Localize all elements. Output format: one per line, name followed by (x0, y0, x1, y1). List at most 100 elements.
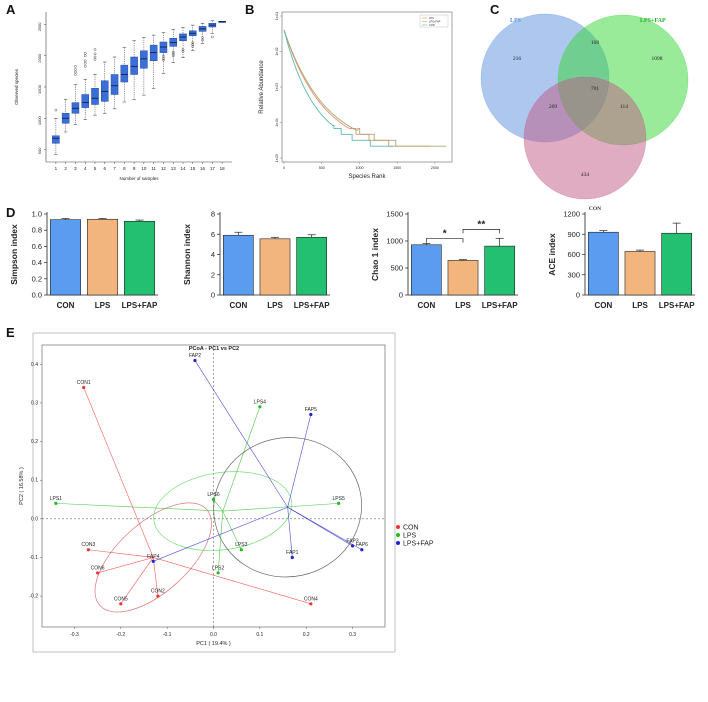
a-x-tick-label: 6 (104, 166, 107, 171)
e-spider-line (88, 549, 154, 558)
e-y-tick-label: 0.2 (31, 439, 38, 445)
a-box (52, 135, 60, 144)
a-outlier (201, 36, 204, 39)
d-x-tick-label: LPS (95, 301, 111, 310)
b-x-tick-label: 500 (319, 166, 325, 170)
e-sample-point (360, 548, 364, 552)
c-set-label: LPS (510, 18, 522, 24)
d-y-tick-label: 0.6 (32, 242, 42, 251)
e-sample-point (54, 501, 58, 505)
d-y-tick-label: 300 (567, 270, 580, 279)
a-outlier (162, 54, 165, 58)
d-y-tick-label: 4 (211, 250, 215, 259)
b-y-tick-label: 1e-01 (275, 12, 279, 20)
b-y-axis-label: Relative Abundance (259, 60, 265, 114)
a-outlier (74, 65, 77, 68)
a-x-tick-label: 11 (151, 166, 156, 171)
b-y-tick-label: 1e-02 (275, 47, 279, 55)
e-sample-label: FAP6 (356, 542, 368, 548)
panel-label-b: B (245, 2, 255, 17)
d-bar (87, 218, 118, 296)
e-legend-marker (396, 533, 400, 537)
d-significance-mark: * (443, 229, 447, 240)
e-spider-line (83, 387, 154, 558)
e-spider-line (287, 506, 362, 551)
d-significance-mark: ** (477, 219, 485, 230)
e-sample-label: LPS2 (212, 565, 224, 571)
e-spider-line (222, 510, 242, 550)
a-outlier (181, 48, 185, 51)
b-series-line (283, 30, 394, 147)
d-y-tick-label: 0 (399, 291, 403, 300)
e-legend-marker (396, 541, 400, 545)
panel-label-a: A (6, 2, 16, 17)
a-x-tick-label: 8 (123, 166, 126, 171)
c-region-count: 269 (549, 104, 558, 110)
e-sample-point (86, 548, 90, 552)
d-significance-bracket (425, 238, 464, 243)
a-box (130, 56, 138, 75)
e-legend-label: CON (403, 525, 419, 532)
e-spider-line (153, 557, 311, 605)
e-title: PCoA - PC1 vs PC2 (189, 346, 239, 352)
d-bar (587, 231, 619, 296)
a-y-tick-label: 1000 (37, 115, 42, 125)
d-x-tick-label: CON (417, 301, 435, 310)
e-x-tick-label: -0.1 (163, 632, 172, 638)
e-spider-line (222, 406, 261, 512)
d-bar (223, 234, 254, 296)
a-outlier (83, 59, 87, 63)
a-outlier (54, 108, 58, 112)
a-outlier (83, 65, 87, 68)
e-sample-point (156, 594, 160, 598)
e-confidence-ellipse (153, 471, 293, 551)
e-spider-line (194, 360, 288, 508)
d-x-tick-label: LPS (455, 301, 471, 310)
e-sample-label: LPS6 (207, 492, 219, 498)
d-y-axis-label: Simpson index (9, 224, 19, 285)
d-y-axis-label: Shannon index (182, 224, 192, 285)
e-sample-label: CON3 (81, 542, 95, 548)
e-x-axis-label: PC1 ( 19.4% ) (196, 641, 231, 647)
e-sample-label: FAP2 (189, 353, 201, 359)
b-legend-label: LPS (429, 16, 434, 20)
b-y-tick-label: 1e-04 (275, 118, 279, 126)
d-bar (410, 244, 442, 296)
d-y-tick-label: 500 (390, 264, 403, 273)
e-y-axis-label: PC2 ( 16.58% ) (19, 467, 25, 505)
a-x-tick-label: 12 (161, 166, 167, 171)
a-outlier (83, 51, 87, 55)
a-y-tick-label: 2000 (37, 53, 42, 63)
a-outlier (93, 52, 97, 56)
e-legend-marker (396, 525, 400, 529)
d-x-tick-label: LPS (632, 301, 648, 310)
a-x-tick-label: 3 (74, 166, 77, 171)
a-outlier (74, 73, 77, 76)
b-y-tick-label: 1e-03 (275, 83, 279, 91)
c-set-label: CON (589, 206, 601, 212)
d-y-tick-label: 1000 (386, 237, 403, 246)
a-x-tick-label: 15 (190, 166, 196, 171)
d-y-tick-label: 6 (211, 230, 215, 239)
b-series-line (283, 30, 447, 147)
d-x-tick-label: LPS+FAP (122, 301, 158, 310)
e-sample-label: CON5 (114, 596, 128, 602)
e-sample-label: CON1 (77, 380, 91, 386)
e-sample-label: CON4 (304, 596, 318, 602)
b-x-tick-label: 0 (283, 166, 285, 170)
c-venn-circle-con (523, 76, 647, 200)
e-y-tick-label: -0.2 (29, 594, 38, 600)
e-legend-label: LPS+FAP (403, 541, 434, 548)
e-sample-label: FAP1 (286, 550, 298, 556)
e-spider-line (287, 414, 312, 508)
a-x-tick-label: 5 (94, 166, 97, 171)
a-outlier (93, 48, 97, 51)
a-outlier (211, 35, 214, 39)
b-x-tick-label: 1000 (355, 166, 363, 170)
e-spider-line (213, 499, 224, 512)
e-sample-label: FAP5 (305, 407, 317, 413)
e-x-tick-label: -0.3 (70, 632, 79, 638)
b-plot-frame (281, 11, 453, 163)
e-confidence-ellipse (213, 437, 362, 578)
d-y-tick-label: 0.8 (32, 226, 42, 235)
